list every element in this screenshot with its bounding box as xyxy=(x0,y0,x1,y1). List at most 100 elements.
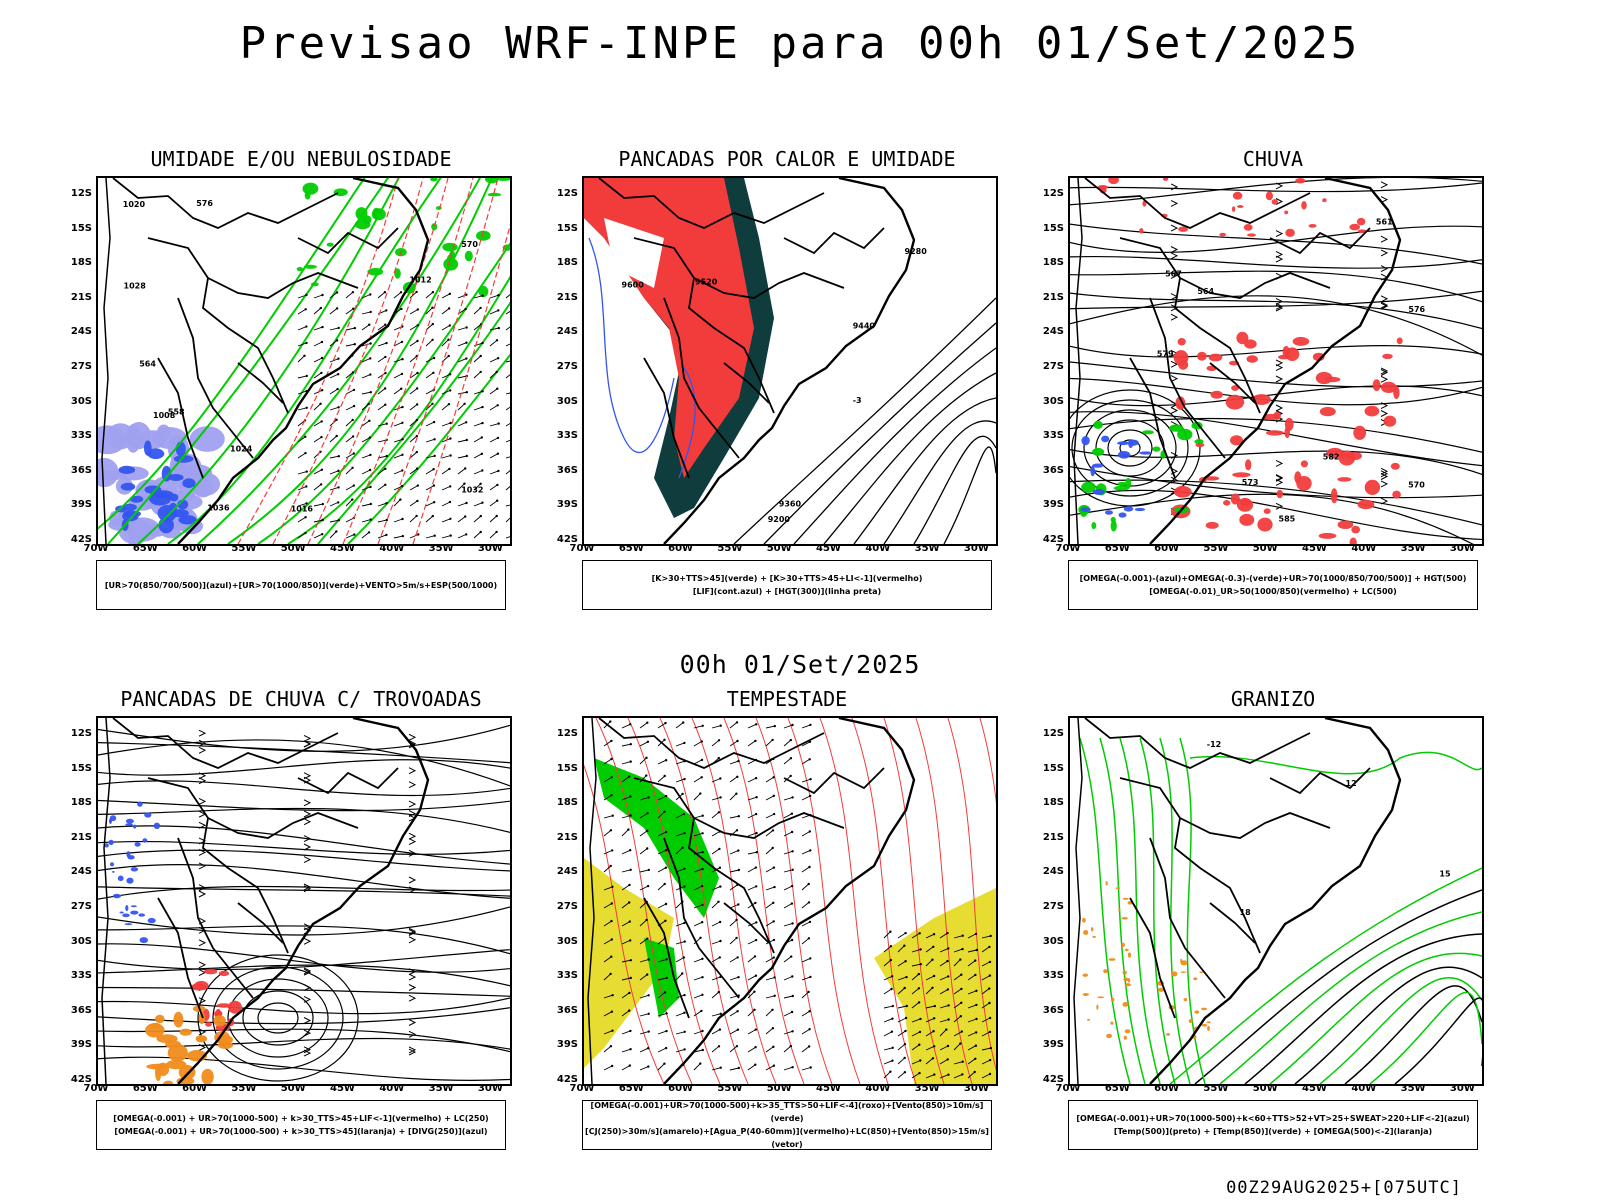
legend-line: [OMEGA(-0.001) + UR>70(1000-500) + k>30_… xyxy=(113,1114,489,1123)
contour-label: 570 xyxy=(1408,480,1425,489)
forecast-map: -12 12 15 18 xyxy=(1068,716,1484,1086)
lon-tick-label: 50W xyxy=(1252,543,1278,554)
lat-tick-label: 30S xyxy=(70,935,92,947)
contour-label: 1024 xyxy=(230,444,253,453)
lat-tick-label: 12S xyxy=(70,188,92,199)
lon-tick-label: 35W xyxy=(1400,1083,1426,1094)
contour-line xyxy=(287,275,510,544)
lat-tick-label: 39S xyxy=(556,499,578,511)
lat-tick-label: 15S xyxy=(556,762,578,774)
streamline xyxy=(1070,361,1482,388)
lon-tick-label: 55W xyxy=(717,1083,743,1094)
lat-tick-label: 30S xyxy=(1042,935,1064,947)
lat-tick-label: 33S xyxy=(556,430,578,442)
lon-tick-label: 70W xyxy=(83,543,109,554)
coastline xyxy=(177,178,430,544)
contour-label: 9200 xyxy=(768,515,791,524)
lon-tick-label: 35W xyxy=(914,543,940,554)
streamline xyxy=(1070,493,1474,544)
panel-legend: [UR>70(850/700/500)](azul)+[UR>70(1000/8… xyxy=(96,560,506,610)
lat-tick-label: 24S xyxy=(1042,866,1064,878)
streamline xyxy=(98,997,510,1015)
lat-tick-label: 15S xyxy=(70,762,92,774)
lat-tick-label: 36S xyxy=(70,1004,92,1016)
lat-tick-label: 30S xyxy=(1042,395,1064,407)
lon-tick-label: 50W xyxy=(1252,1083,1278,1094)
state-border xyxy=(723,362,770,404)
panel-title: UMIDADE E/OU NEBULOSIDADE xyxy=(150,147,452,171)
streamline xyxy=(98,886,510,897)
contour-line xyxy=(317,301,510,544)
lon-tick-label: 55W xyxy=(1203,1083,1229,1094)
streamline xyxy=(1070,377,1482,406)
contour-label: 579 xyxy=(1157,350,1174,359)
lat-tick-label: 12S xyxy=(1042,728,1064,739)
contour-label: 9600 xyxy=(622,280,645,289)
contour-label: 9280 xyxy=(905,247,928,256)
lon-tick-label: 40W xyxy=(379,1083,405,1094)
streamline xyxy=(1070,489,1482,540)
lon-tick-label: 60W xyxy=(668,1083,694,1094)
legend-line: [OMEGA(-0.01)_UR>50(1000/850)(vermelho) … xyxy=(1149,587,1397,596)
streamline xyxy=(98,849,510,872)
streamline xyxy=(1070,270,1482,303)
streamline xyxy=(1070,225,1482,253)
state-border xyxy=(1269,767,1371,795)
contour-line xyxy=(137,178,400,544)
state-border xyxy=(177,297,254,459)
lon-tick-label: 55W xyxy=(231,1083,257,1094)
panel-legend: [K>30+TTS>45](verde) + [K>30+TTS>45+LI<-… xyxy=(582,560,992,610)
contour-label: 558 xyxy=(168,408,185,417)
mid-title: 00h 01/Set/2025 xyxy=(679,650,921,679)
legend-line: [UR>70(850/700/500)](azul)+[UR>70(1000/8… xyxy=(104,580,498,590)
contour-label: 576 xyxy=(196,199,213,208)
contour-label: 570 xyxy=(461,240,478,249)
state-border xyxy=(663,837,740,999)
state-border xyxy=(598,718,825,769)
state-border xyxy=(1119,777,1261,954)
lat-tick-label: 21S xyxy=(1042,831,1064,843)
streamline xyxy=(1070,345,1482,358)
lat-tick-label: 39S xyxy=(70,499,92,511)
lat-tick-label: 42S xyxy=(70,1074,92,1085)
lat-tick-label: 18S xyxy=(556,257,578,269)
lat-tick-label: 30S xyxy=(556,935,578,947)
lat-tick-label: 24S xyxy=(1042,326,1064,338)
streamline xyxy=(1070,417,1482,453)
streamline xyxy=(98,1007,510,1025)
lat-tick-label: 18S xyxy=(556,797,578,809)
streamline xyxy=(98,759,510,776)
lon-tick-label: 50W xyxy=(280,1083,306,1094)
forecast-map xyxy=(96,716,512,1086)
lat-tick-label: 21S xyxy=(1042,291,1064,303)
state-border xyxy=(1209,362,1256,404)
lon-tick-label: 40W xyxy=(1351,543,1377,554)
contour-label: 18 xyxy=(1240,908,1252,917)
contour-label: 1036 xyxy=(207,504,230,513)
state-border xyxy=(1179,812,1331,839)
lon-tick-label: 70W xyxy=(83,1083,109,1094)
lon-tick-label: 35W xyxy=(428,543,454,554)
lat-tick-label: 36S xyxy=(556,464,578,476)
coastline xyxy=(1149,178,1402,544)
state-border xyxy=(207,812,359,839)
lat-tick-label: 39S xyxy=(70,1039,92,1051)
state-border xyxy=(1149,837,1226,999)
streamline xyxy=(98,986,510,997)
contour-label: 1016 xyxy=(291,505,314,514)
lon-tick-label: 65W xyxy=(618,543,644,554)
lon-tick-label: 35W xyxy=(428,1083,454,1094)
state-border xyxy=(723,902,770,944)
streamline xyxy=(1070,479,1482,526)
lon-tick-label: 55W xyxy=(1203,543,1229,554)
contour-label: 585 xyxy=(1279,515,1296,524)
lon-tick-label: 30W xyxy=(963,1083,989,1094)
panel-legend: [OMEGA(-0.001)-(azul)+OMEGA(-0.3)-(verde… xyxy=(1068,560,1478,610)
lon-tick-label: 45W xyxy=(816,543,841,554)
lat-tick-label: 42S xyxy=(70,534,92,545)
forecast-map: 582 579 576 573 570 567 564 561 585 xyxy=(1068,176,1484,546)
contour-label: 9440 xyxy=(853,322,876,331)
state-border xyxy=(177,837,254,999)
state-border xyxy=(297,227,399,255)
state-border xyxy=(207,272,359,299)
